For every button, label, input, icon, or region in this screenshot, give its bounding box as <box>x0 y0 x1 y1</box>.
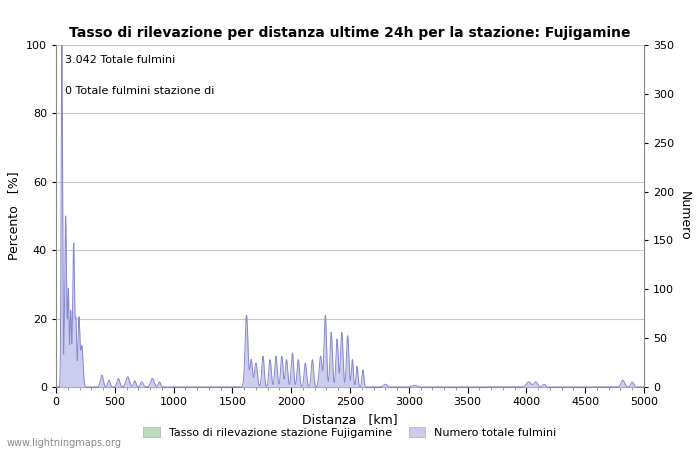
Text: 3.042 Totale fulmini: 3.042 Totale fulmini <box>65 55 175 65</box>
X-axis label: Distanza   [km]: Distanza [km] <box>302 413 398 426</box>
Y-axis label: Percento   [%]: Percento [%] <box>8 172 20 260</box>
Text: 0 Totale fulmini stazione di: 0 Totale fulmini stazione di <box>65 86 214 96</box>
Legend: Tasso di rilevazione stazione Fujigamine, Numero totale fulmini: Tasso di rilevazione stazione Fujigamine… <box>139 423 561 442</box>
Text: www.lightningmaps.org: www.lightningmaps.org <box>7 438 122 448</box>
Title: Tasso di rilevazione per distanza ultime 24h per la stazione: Fujigamine: Tasso di rilevazione per distanza ultime… <box>69 26 631 40</box>
Y-axis label: Numero: Numero <box>678 191 691 241</box>
